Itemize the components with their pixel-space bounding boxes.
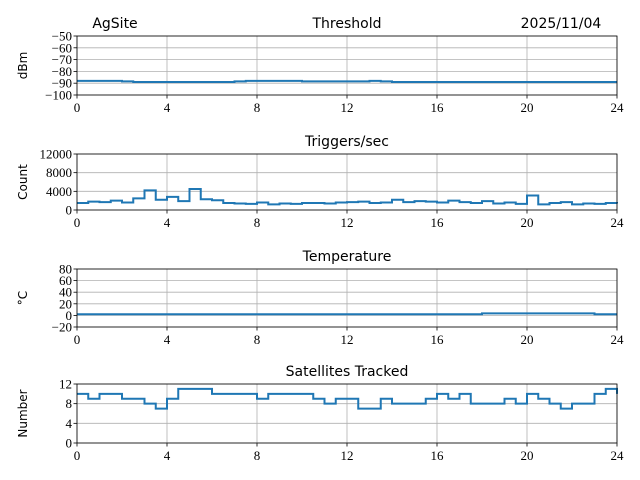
x-tick-label: 20	[521, 448, 534, 463]
x-tick-label: 20	[521, 215, 534, 230]
site-label: AgSite	[92, 16, 137, 32]
y-tick-label: 8000	[46, 165, 72, 180]
x-tick-label: 16	[431, 332, 445, 347]
y-axis-label: Count	[16, 164, 30, 200]
x-tick-label: 8	[254, 332, 261, 347]
subplot-1: 0 4 8 12 16 20 24 0 4000 8000 12000 Triggers/sec Cou…	[16, 134, 624, 230]
x-tick-label: 16	[431, 215, 445, 230]
y-tick-label: 4	[66, 416, 73, 431]
subplot-3: 0 4 8 12 16 20 24 0 4 8 12 Satellites Tracked Number	[16, 364, 624, 463]
y-axis-label: dBm	[16, 52, 30, 80]
y-tick-label: 0	[66, 308, 73, 323]
axes-frame	[76, 35, 618, 96]
subplot-title: Satellites Tracked	[286, 364, 409, 380]
x-tick-label: 4	[164, 332, 171, 347]
subplot-title: Threshold	[312, 16, 382, 32]
x-tick-label: 0	[74, 332, 81, 347]
date-label: 2025/11/04	[521, 16, 602, 32]
y-tick-label: 4000	[46, 184, 72, 199]
x-tick-label: 24	[611, 215, 625, 230]
y-axis-label: °C	[16, 291, 30, 305]
x-tick-label: 12	[341, 215, 354, 230]
x-tick-label: 4	[164, 100, 171, 115]
y-tick-label: −80	[52, 64, 72, 79]
series-line	[77, 79, 617, 84]
axes-frame	[76, 383, 618, 444]
series-line	[77, 387, 618, 410]
x-tick-label: 24	[611, 448, 625, 463]
y-tick-label: 0	[66, 203, 73, 218]
x-tick-label: 0	[74, 448, 81, 463]
y-tick-label: 40	[59, 285, 72, 300]
y-tick-label: −100	[45, 88, 72, 103]
x-tick-label: 8	[254, 215, 261, 230]
x-tick-label: 8	[254, 100, 261, 115]
subplot-title: Temperature	[302, 249, 392, 265]
y-tick-label: 12	[59, 377, 72, 392]
y-tick-label: 20	[59, 296, 72, 311]
x-tick-label: 12	[341, 100, 354, 115]
y-tick-label: −70	[52, 52, 72, 67]
subplot-0: 0 4 8 12 16 20 24 −100−90−80−70−60−50 Threshold d…	[16, 16, 624, 115]
series-line	[77, 188, 618, 206]
subplot-title: Triggers/sec	[304, 134, 389, 150]
axes-frame	[76, 153, 618, 211]
y-tick-label: −50	[52, 29, 72, 44]
x-tick-label: 16	[431, 100, 445, 115]
y-tick-label: −90	[52, 76, 72, 91]
y-tick-label: −60	[52, 40, 72, 55]
x-tick-label: 4	[164, 448, 171, 463]
y-tick-label: −20	[52, 320, 72, 335]
y-axis-label: Number	[16, 389, 30, 437]
x-tick-label: 16	[431, 448, 445, 463]
y-tick-label: 0	[66, 436, 73, 451]
x-tick-label: 24	[611, 332, 625, 347]
x-tick-label: 20	[521, 332, 534, 347]
y-tick-label: 12000	[40, 147, 73, 162]
y-tick-label: 8	[66, 396, 73, 411]
y-tick-label: 80	[59, 262, 72, 277]
x-tick-label: 8	[254, 448, 261, 463]
y-tick-label: 60	[59, 273, 72, 288]
x-tick-label: 12	[341, 332, 354, 347]
x-tick-label: 20	[521, 100, 534, 115]
axes-frame	[76, 268, 618, 328]
x-tick-label: 24	[611, 100, 625, 115]
x-tick-label: 12	[341, 448, 354, 463]
x-tick-label: 0	[74, 215, 81, 230]
x-tick-label: 4	[164, 215, 171, 230]
series-line	[77, 312, 617, 316]
x-tick-label: 0	[74, 100, 81, 115]
